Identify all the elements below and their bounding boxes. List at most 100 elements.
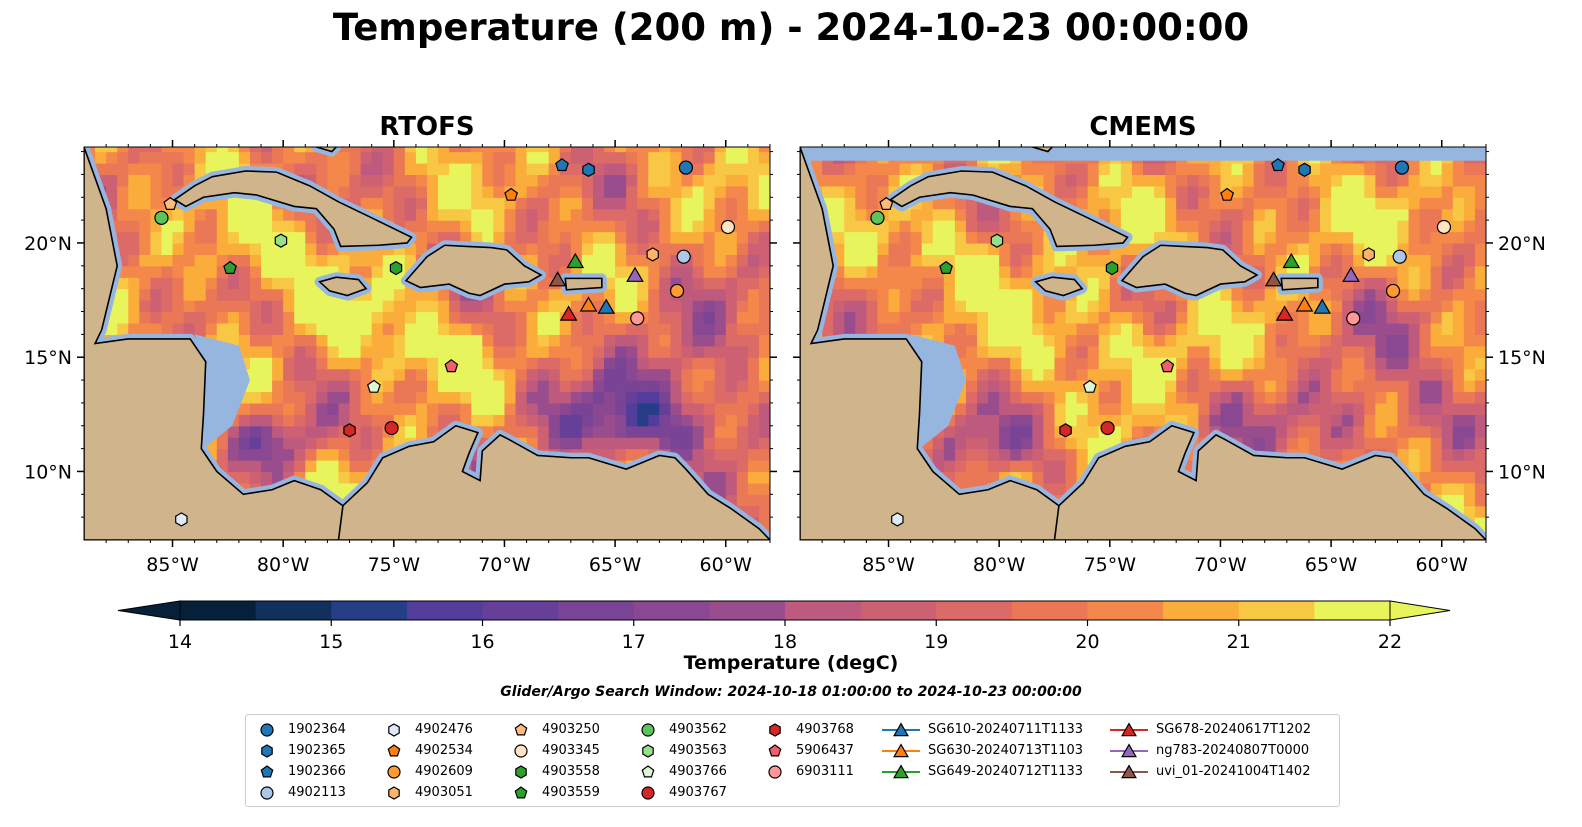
obs-4903250-marker xyxy=(163,196,178,210)
obs-4903558-marker xyxy=(389,260,403,276)
obs-4902476-marker xyxy=(891,512,904,527)
colorbar-bin xyxy=(709,601,786,620)
legend: 1902364 1902365 1902366 4902113 4902476 49025… xyxy=(245,714,1340,807)
legend-label: 1902366 xyxy=(288,764,346,779)
colorbar-tick-label: 18 xyxy=(773,631,797,653)
legend-item-1902365: 1902365 xyxy=(252,740,346,761)
legend-label: 5906437 xyxy=(796,743,854,758)
legend-label: SG610-20240711T1133 xyxy=(928,722,1084,737)
legend-uvi_01-20241004T1402-marker xyxy=(1121,763,1137,778)
legend-4903345-marker xyxy=(514,743,528,758)
obs-4902476-marker xyxy=(175,512,188,527)
obs-4903766-marker xyxy=(366,379,381,393)
legend-6903111-marker xyxy=(768,764,782,779)
legend-column: 4903250 4903345 4903558 4903559 xyxy=(506,719,600,803)
obs-5906437-marker xyxy=(1160,359,1175,373)
circle-icon xyxy=(641,722,655,737)
legend-label: SG649-20240712T1133 xyxy=(928,764,1084,779)
colorbar: 14 15 16 17 18 19 20 21 22 xyxy=(117,600,1451,653)
obs-uvi_01-20241004T1402-marker xyxy=(1264,271,1283,287)
panel-title-rtofs: RTOFS xyxy=(379,112,475,142)
lon-tick-label: 60°W xyxy=(700,554,753,576)
obs-1902364-marker xyxy=(678,160,694,175)
lat-tick-label: 20°N xyxy=(24,233,72,255)
hexagon-icon xyxy=(388,722,400,737)
legend-4902534-marker xyxy=(387,743,401,756)
legend-item-4903562: 4903562 xyxy=(633,719,727,740)
map-panel-cmems: 85°W 80°W 75°W 70°W 65°W 60°W 10°N 15°N 20°N xyxy=(793,140,1546,576)
circle-icon xyxy=(387,764,401,779)
colorbar-bin xyxy=(1163,601,1240,620)
obs-4903563-marker xyxy=(274,233,288,248)
obs-4902534-marker xyxy=(504,187,519,201)
obs-SG630-20240713T1103-marker xyxy=(1295,296,1314,312)
lon-tick-label: 80°W xyxy=(973,554,1026,576)
legend-label: 4903558 xyxy=(542,764,600,779)
legend-4903558-marker xyxy=(515,764,527,779)
legend-label: 4903563 xyxy=(669,743,727,758)
obs-4903559-marker xyxy=(939,260,953,274)
hexagon-icon xyxy=(515,764,527,779)
pentagon-icon xyxy=(514,785,528,798)
legend-SG649-20240712T1133-marker xyxy=(893,763,909,778)
colorbar-tick-label: 14 xyxy=(168,631,192,653)
legend-item-4903767: 4903767 xyxy=(633,782,727,803)
legend-item-4902476: 4902476 xyxy=(379,719,473,740)
legend-item-4903345: 4903345 xyxy=(506,740,600,761)
obs-1902365-marker xyxy=(1298,162,1311,177)
land-bahamas-andros xyxy=(315,147,338,153)
legend-item-4903250: 4903250 xyxy=(506,719,600,740)
triangle-icon xyxy=(882,742,920,757)
legend-item-4903051: 4903051 xyxy=(379,782,473,803)
legend-4903559-marker xyxy=(514,785,528,798)
legend-label: 4903768 xyxy=(796,722,854,737)
legend-label: ng783-20240807T0000 xyxy=(1156,743,1310,758)
obs-SG678-20240617T1202-marker xyxy=(559,305,578,321)
legend-4903767-marker xyxy=(641,785,655,800)
legend-item-4902609: 4902609 xyxy=(379,761,473,782)
legend-4903051-marker xyxy=(388,785,400,800)
legend-item-4903558: 4903558 xyxy=(506,761,600,782)
obs-1902366-marker xyxy=(555,158,569,172)
legend-4902476-marker xyxy=(388,722,400,737)
lon-tick-label: 70°W xyxy=(478,554,531,576)
legend-item-4903768: 4903768 xyxy=(760,719,854,740)
legend-label: 4903559 xyxy=(542,785,600,800)
land-hispaniola xyxy=(404,244,543,297)
triangle-icon xyxy=(1110,763,1148,778)
search-window-note: Glider/Argo Search Window: 2024-10-18 01… xyxy=(500,684,1082,700)
map-panels: 85°W 80°W 75°W 70°W 65°W 60°W10°N15°N20°N85°W… xyxy=(24,140,1546,576)
lat-tick-label: 10°N xyxy=(1498,461,1546,483)
obs-SG649-20240712T1133-marker xyxy=(1282,252,1301,269)
triangle-icon xyxy=(1110,742,1148,757)
legend-label: SG630-20240713T1103 xyxy=(928,743,1084,758)
triangle-icon xyxy=(1110,721,1148,736)
lat-tick-label: 15°N xyxy=(1498,347,1546,369)
map-panel-rtofs: 85°W 80°W 75°W 70°W 65°W 60°W 10°N 15°N 20°N xyxy=(24,140,777,576)
land-jamaica xyxy=(318,276,368,297)
obs-1902364-marker xyxy=(1394,160,1410,175)
obs-4903766-marker xyxy=(1082,379,1097,393)
hexagon-icon xyxy=(261,743,273,758)
legend-item-1902364: 1902364 xyxy=(252,719,346,740)
obs-SG649-20240712T1133-marker xyxy=(566,252,585,269)
legend-label: SG678-20240617T1202 xyxy=(1156,722,1312,737)
legend-item-SG630-20240713T1103: SG630-20240713T1103 xyxy=(880,740,1083,761)
legend-SG630-20240713T1103-marker xyxy=(893,742,909,757)
colorbar-bin xyxy=(785,601,862,620)
legend-column: SG610-20240711T1133 SG630-20240713T1103 SG… xyxy=(880,719,1083,782)
land-hispaniola xyxy=(1120,244,1259,297)
obs-1902365-marker xyxy=(582,162,595,177)
legend-item-4903766: 4903766 xyxy=(633,761,727,782)
legend-SG678-20240617T1202-marker xyxy=(1121,721,1137,736)
pentagon-icon xyxy=(514,722,528,735)
obs-1902366-marker xyxy=(1271,158,1285,172)
lon-tick-label: 75°W xyxy=(1084,554,1137,576)
circle-icon xyxy=(514,743,528,758)
legend-column: SG678-20240617T1202 ng783-20240807T0000 uv… xyxy=(1108,719,1311,782)
land-south-america xyxy=(337,424,770,540)
land-bahamas-andros xyxy=(1031,147,1054,153)
legend-1902365-marker xyxy=(261,743,273,758)
obs-4903345-marker xyxy=(1436,219,1452,235)
legend-4903768-marker xyxy=(769,722,781,737)
